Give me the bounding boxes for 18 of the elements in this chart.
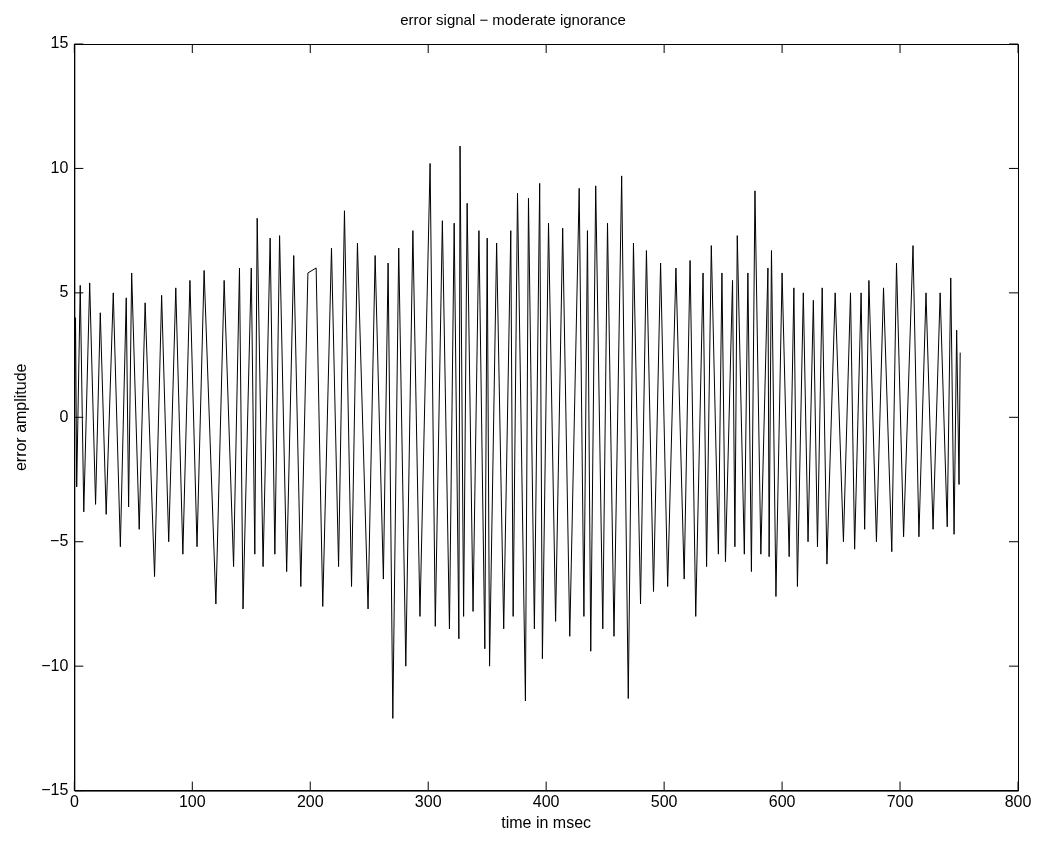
x-tick-label: 100 <box>178 792 206 810</box>
y-tick-label: 5 <box>59 283 69 301</box>
y-tick-label: 0 <box>59 407 69 425</box>
x-tick-label: 800 <box>1004 792 1032 810</box>
x-tick-label: 400 <box>532 792 560 810</box>
x-tick-label: 500 <box>650 792 678 810</box>
y-axis-title: error amplitude <box>12 363 30 472</box>
x-tick-label: 200 <box>296 792 324 810</box>
y-tick-label: −5 <box>50 532 69 550</box>
chart-title: error signal − moderate ignorance <box>400 11 626 29</box>
y-tick-label: −10 <box>41 656 69 674</box>
x-tick-label: 600 <box>768 792 796 810</box>
x-tick-label: 700 <box>886 792 914 810</box>
x-tick-label: 300 <box>414 792 442 810</box>
y-tick-label: 15 <box>50 34 69 52</box>
y-tick-label: 10 <box>50 158 69 176</box>
y-tick-label: −15 <box>41 781 69 799</box>
x-axis-title: time in msec <box>501 813 592 831</box>
